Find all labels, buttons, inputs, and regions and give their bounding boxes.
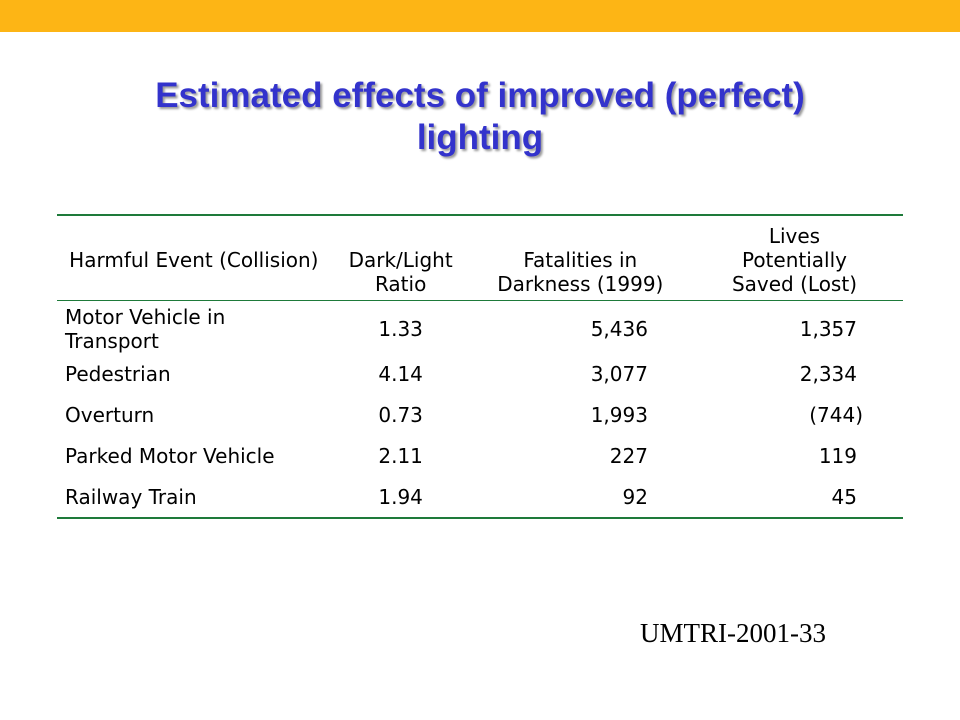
slide-title-line-1: Estimated effects of improved (perfect) [155,76,805,116]
cell-event: Railway Train [65,484,197,509]
table-row: Motor Vehicle in Transport 1.33 5,436 1,… [57,301,903,354]
cell-lives: 45 [831,484,857,509]
table-row: Railway Train 1.94 92 45 [57,476,903,518]
cell-event: Motor Vehicle in Transport [65,305,226,353]
table-header-row: Harmful Event (Collision) Dark/Light Rat… [57,215,903,301]
cell-fatalities: 92 [622,484,648,509]
header-fatalities-darkness: Fatalities in Darkness (1999) [497,248,664,296]
slide-title: Estimated effects of improved (perfect) … [40,75,920,159]
cell-fatalities: 5,436 [590,317,648,341]
cell-event: Parked Motor Vehicle [65,443,275,468]
table-row: Overturn 0.73 1,993 (744) [57,394,903,435]
table-row: Pedestrian 4.14 3,077 2,334 [57,353,903,394]
cell-lives: 119 [818,443,857,468]
header-harmful-event: Harmful Event (Collision) [69,248,319,272]
slide-title-line-2: lighting [416,118,544,158]
top-accent-bar [0,0,960,32]
cell-lives: 2,334 [799,361,857,386]
cell-ratio: 1.33 [378,317,423,341]
cell-event: Overturn [65,402,155,427]
cell-ratio: 1.94 [378,484,423,509]
cell-event: Pedestrian [65,361,171,386]
table-row: Parked Motor Vehicle 2.11 227 119 [57,435,903,476]
cell-fatalities: 1,993 [590,402,648,427]
cell-fatalities: 227 [609,443,648,468]
cell-lives: 1,357 [799,317,857,341]
cell-ratio: 4.14 [378,361,423,386]
lighting-effects-table: Harmful Event (Collision) Dark/Light Rat… [57,214,903,519]
header-dark-light-ratio: Dark/Light Ratio [348,248,453,296]
cell-lives: (744) [809,402,863,427]
cell-ratio: 0.73 [378,402,423,427]
cell-ratio: 2.11 [378,443,423,468]
header-lives-saved: Lives Potentially Saved (Lost) [731,224,857,296]
source-citation: UMTRI-2001-33 [640,618,826,648]
cell-fatalities: 3,077 [590,361,648,386]
